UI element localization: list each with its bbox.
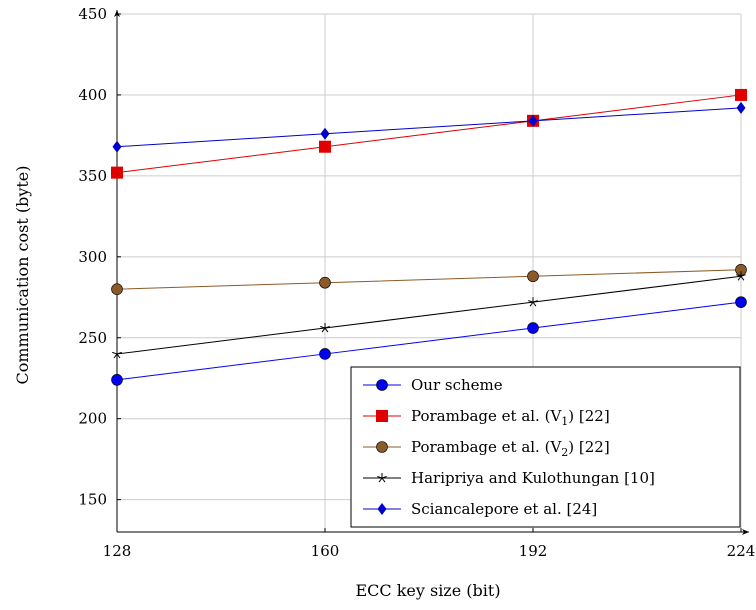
series-line — [116, 301, 742, 381]
series-group — [111, 88, 747, 386]
legend-item: Sciancalepore et al. [24] — [363, 500, 597, 518]
data-point — [320, 127, 330, 140]
star-ray — [736, 274, 742, 277]
x-axis-arrow — [742, 529, 749, 535]
y-tick-label: 400 — [78, 86, 107, 104]
star-ray — [532, 301, 537, 307]
series-4 — [112, 101, 746, 153]
data-point — [319, 348, 331, 360]
legend-box — [350, 366, 741, 528]
star-ray — [116, 353, 121, 359]
data-point — [736, 101, 746, 114]
y-tick-label: 450 — [78, 5, 107, 23]
legend-item: Our scheme — [363, 376, 503, 394]
data-point — [528, 297, 538, 307]
legend: Our scheme Porambage et al. (V1) [22] Pora… — [350, 366, 741, 528]
star-ray — [381, 477, 386, 483]
data-point — [527, 270, 539, 283]
star-ray — [737, 275, 742, 281]
y-tick-label: 350 — [78, 167, 107, 185]
star-ray — [381, 475, 387, 479]
data-point — [320, 323, 330, 333]
legend-swatch-marker — [376, 410, 388, 422]
y-axis-title: Communication cost (byte) — [13, 166, 32, 385]
legend-swatch-marker — [377, 473, 387, 483]
x-tick-label: 128 — [103, 542, 132, 560]
data-point — [319, 140, 331, 153]
legend-label: Haripriya and Kulothungan [10] — [411, 469, 655, 487]
data-point — [527, 322, 539, 334]
data-point — [112, 140, 122, 153]
series-0 — [111, 296, 747, 386]
series-line — [116, 94, 742, 174]
y-tick-label: 300 — [78, 248, 107, 266]
series-line — [116, 269, 742, 290]
legend-item: Haripriya and Kulothungan [10] — [363, 469, 655, 487]
star-ray — [377, 475, 383, 479]
series-2 — [111, 263, 747, 295]
star-ray — [740, 274, 746, 277]
data-point — [735, 88, 747, 101]
star-ray — [321, 327, 326, 333]
x-tick-label: 224 — [727, 542, 756, 560]
legend-swatch-marker — [376, 379, 388, 391]
star-ray — [324, 327, 329, 333]
legend-item: Porambage et al. (V2) [22] — [363, 438, 610, 459]
y-tick-label: 200 — [78, 410, 107, 428]
legend-item: Porambage et al. (V1) [22] — [363, 407, 610, 428]
legend-swatch-marker — [377, 503, 387, 515]
star-ray — [532, 300, 538, 303]
series-3 — [112, 271, 746, 359]
data-point — [111, 283, 123, 295]
axes — [114, 10, 749, 535]
legend-label: Sciancalepore et al. [24] — [411, 500, 597, 518]
star-ray — [324, 326, 330, 329]
y-tick-label: 150 — [78, 491, 107, 509]
data-point — [111, 374, 123, 386]
star-ray — [112, 351, 118, 355]
data-point — [111, 166, 123, 179]
legend-label: Our scheme — [411, 376, 503, 394]
tick-labels: 128 160 192 224 150 200 250 300 350 400 450 — [78, 5, 755, 560]
star-ray — [529, 301, 534, 307]
series-line — [116, 275, 742, 355]
star-ray — [528, 300, 534, 303]
data-point — [319, 276, 331, 289]
data-point — [736, 271, 746, 281]
legend-label: Porambage et al. (V2) [22] — [411, 438, 610, 459]
star-ray — [116, 351, 122, 355]
data-point — [528, 114, 538, 127]
data-point — [112, 348, 122, 359]
y-tick-label: 250 — [78, 329, 107, 347]
star-ray — [378, 477, 383, 483]
series-line — [116, 107, 742, 148]
x-tick-label: 160 — [311, 542, 340, 560]
legend-label: Porambage et al. (V1) [22] — [411, 407, 610, 428]
star-ray — [740, 275, 745, 281]
x-axis-title: ECC key size (bit) — [355, 581, 500, 600]
data-point — [735, 296, 747, 308]
series-1 — [111, 88, 747, 179]
star-ray — [113, 353, 118, 359]
star-ray — [320, 326, 326, 329]
legend-swatch-marker — [376, 441, 388, 453]
x-tick-label: 192 — [519, 542, 548, 560]
